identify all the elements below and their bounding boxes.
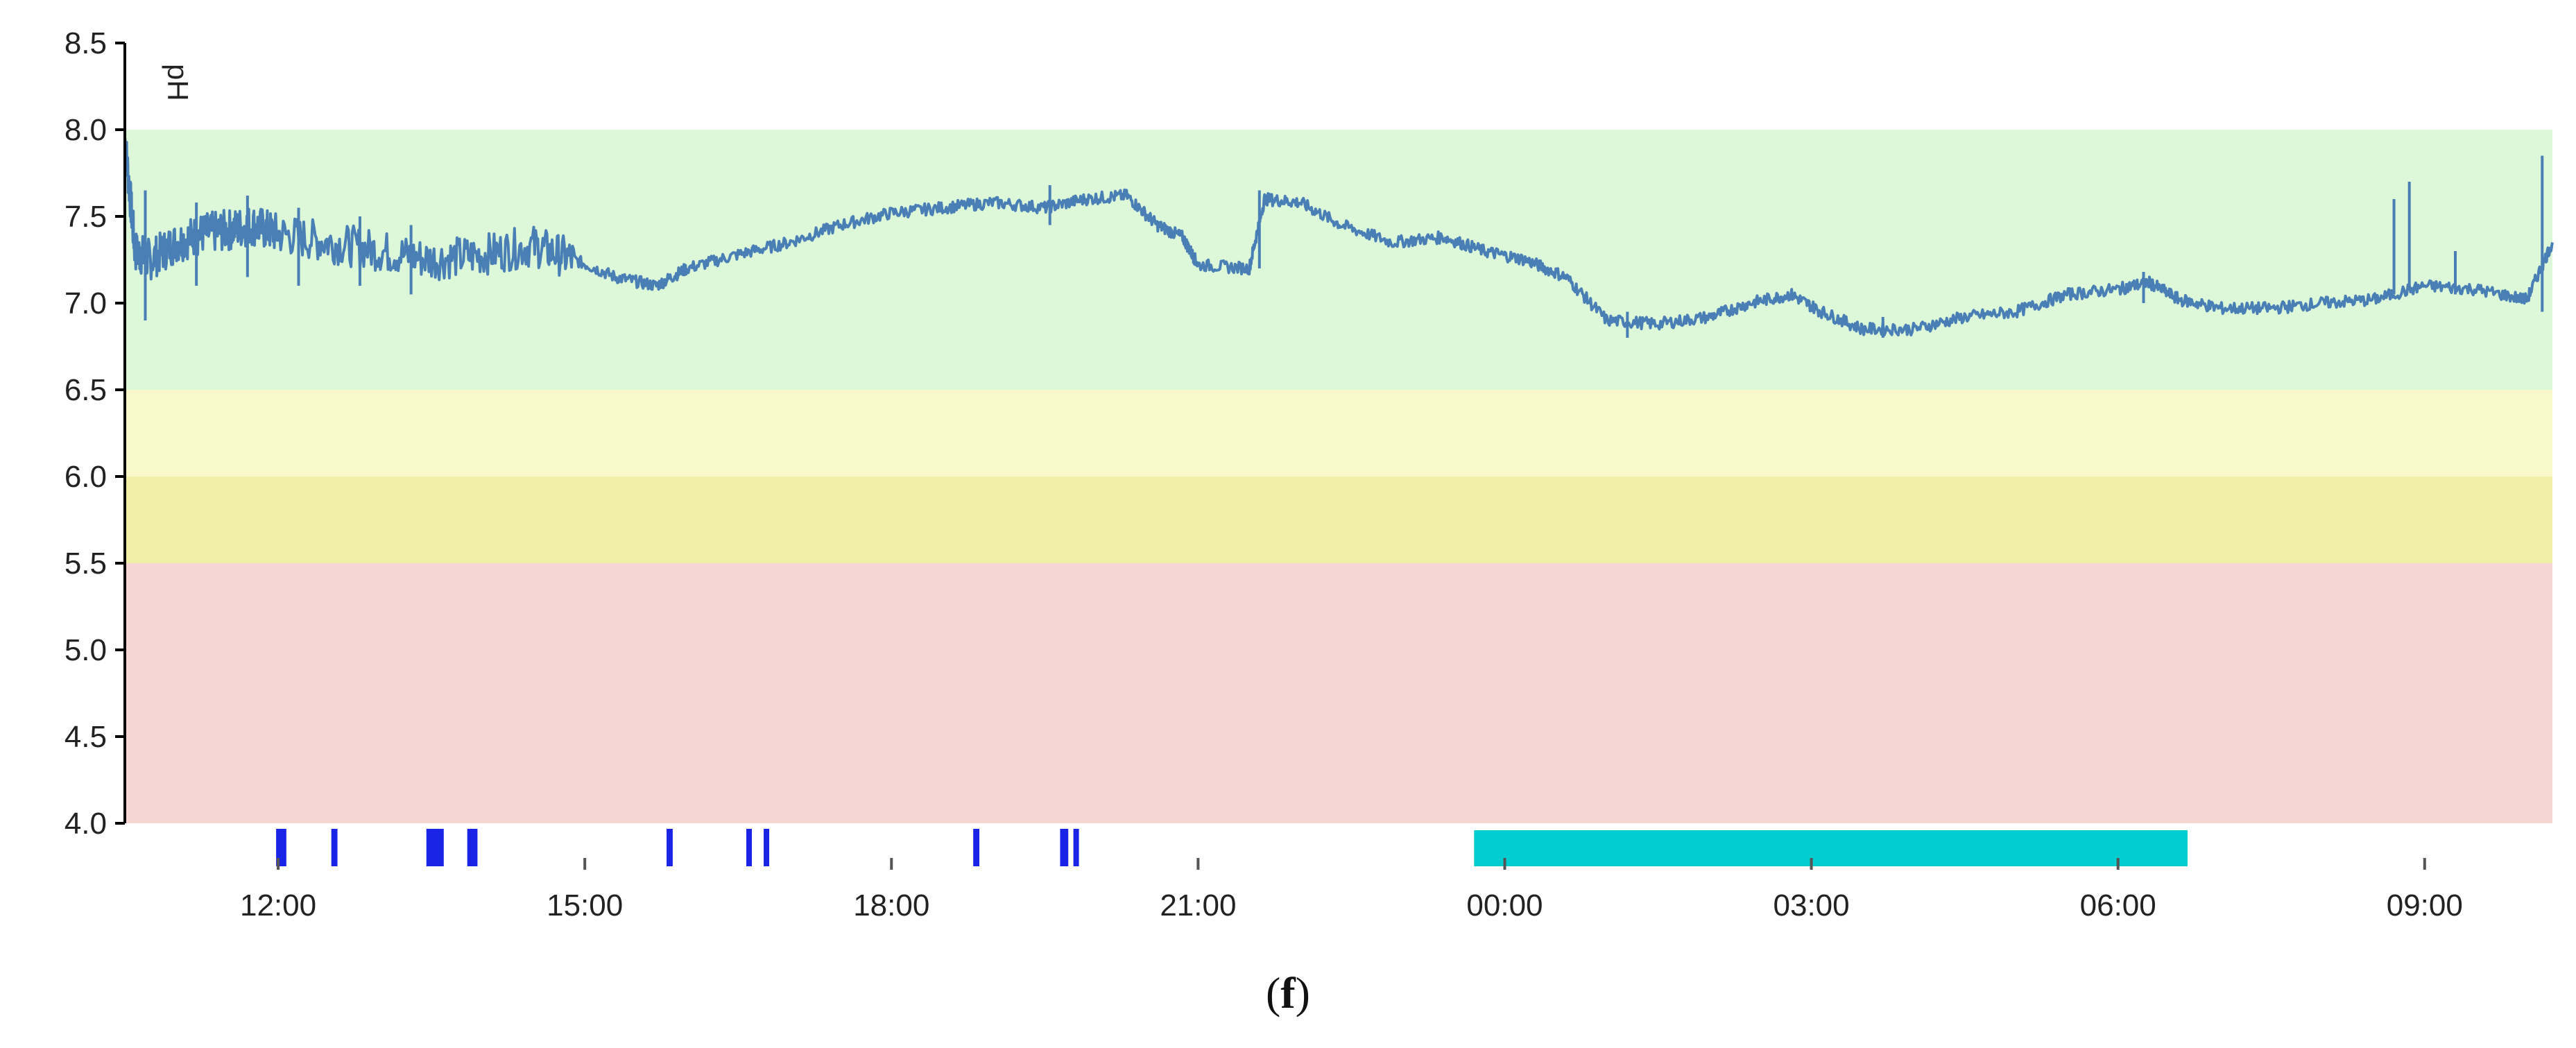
sleep-period-bar <box>1474 830 2188 866</box>
ph-zones <box>125 130 2552 823</box>
meal-marker-7 <box>973 829 979 866</box>
y-tick-label-6.0: 6.0 <box>65 460 107 494</box>
meal-marker-8 <box>1060 829 1069 866</box>
figure-caption: (f) <box>0 968 2576 1019</box>
x-tick-label-09:00: 09:00 <box>2387 888 2463 922</box>
y-axis-label: pH <box>162 64 194 101</box>
x-tick-label-21:00: 21:00 <box>1160 888 1236 922</box>
x-tick-label-03:00: 03:00 <box>1774 888 1850 922</box>
y-tick-label-5.0: 5.0 <box>65 633 107 667</box>
y-tick-label-4.5: 4.5 <box>65 720 107 754</box>
x-axis: 12:00 15:00 18:00 21:00 00:00 03:00 06:00 09:00 <box>240 858 2463 922</box>
y-tick-label-8.0: 8.0 <box>65 113 107 147</box>
y-tick-label-8.5: 8.5 <box>65 26 107 60</box>
y-tick-label-7.0: 7.0 <box>65 286 107 320</box>
meal-marker-5 <box>746 829 752 866</box>
meal-marker-4 <box>667 829 673 866</box>
meal-marker-9 <box>1073 829 1079 866</box>
y-tick-label-4.0: 4.0 <box>65 807 107 841</box>
caption-letter: f <box>1280 968 1296 1017</box>
meal-marker-6 <box>764 829 770 866</box>
sleep-period-layer <box>1474 830 2188 866</box>
ph-series-layer <box>123 137 2554 338</box>
zone-band-1 <box>125 390 2552 476</box>
caption-close: ) <box>1295 968 1310 1017</box>
zone-band-3 <box>125 563 2552 823</box>
y-tick-label-7.5: 7.5 <box>65 200 107 234</box>
y-axis: 4.0 4.5 5.0 5.5 6.0 6.5 7.0 7.5 8.0 8.5 <box>65 26 126 841</box>
meal-marker-1 <box>331 829 338 866</box>
x-tick-label-00:00: 00:00 <box>1466 888 1543 922</box>
meal-marker-2 <box>426 829 444 866</box>
zone-band-2 <box>125 476 2552 563</box>
x-tick-label-18:00: 18:00 <box>853 888 929 922</box>
y-tick-label-5.5: 5.5 <box>65 547 107 581</box>
meal-markers-layer <box>276 829 1079 866</box>
meal-marker-3 <box>467 829 478 866</box>
x-tick-label-12:00: 12:00 <box>240 888 316 922</box>
caption-open: ( <box>1266 968 1281 1017</box>
meal-marker-0 <box>276 829 286 866</box>
x-tick-label-06:00: 06:00 <box>2080 888 2156 922</box>
y-tick-label-6.5: 6.5 <box>65 373 107 407</box>
ph-line <box>123 137 2554 337</box>
x-tick-label-15:00: 15:00 <box>547 888 623 922</box>
